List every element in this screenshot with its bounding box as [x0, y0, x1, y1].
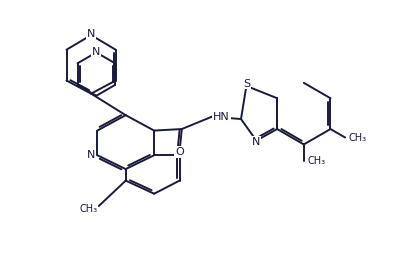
Text: O: O: [175, 147, 184, 157]
Text: CH₃: CH₃: [349, 133, 367, 142]
Text: N: N: [92, 47, 100, 57]
Text: S: S: [243, 78, 250, 88]
Text: HN: HN: [213, 112, 230, 122]
Text: CH₃: CH₃: [79, 204, 97, 214]
Text: CH₃: CH₃: [307, 156, 326, 166]
Text: N: N: [87, 150, 95, 160]
Text: N: N: [252, 137, 261, 147]
Text: N: N: [87, 29, 95, 39]
